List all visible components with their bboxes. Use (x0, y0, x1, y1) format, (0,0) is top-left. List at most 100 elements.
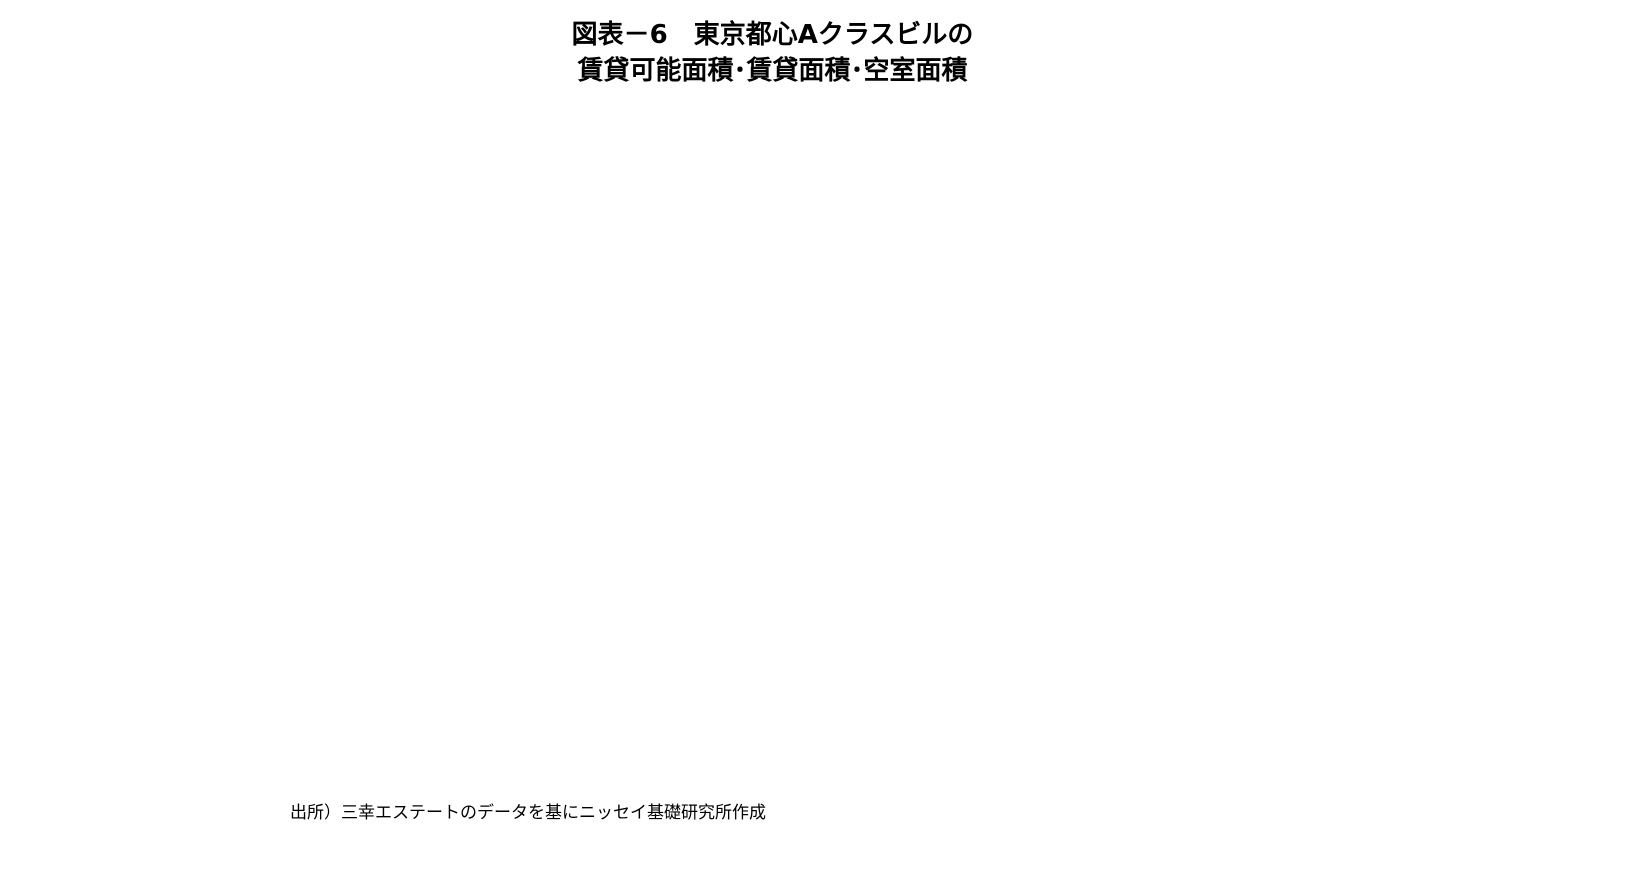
x-tick-label: 2006年上期 (596, 634, 621, 744)
x-tick-label: 2019年上期 (1208, 634, 1233, 744)
data-point-leased (1049, 235, 1062, 249)
data-point-vacant (694, 574, 710, 589)
arrow-vacant (944, 428, 962, 501)
data-point-available (646, 388, 663, 405)
data-point-vacant (599, 593, 616, 608)
x-tick-label: 2012年上期 (878, 634, 903, 744)
x-tick-label: 2011年上期 (831, 634, 856, 743)
data-point-available (1188, 199, 1205, 216)
data-point-leased (954, 272, 968, 285)
left-tick-label: 230万坪 (218, 113, 295, 138)
data-point-leased (931, 288, 944, 301)
data-point-leased (836, 344, 850, 358)
data-point-vacant (1118, 500, 1134, 516)
data-point-leased (695, 342, 709, 356)
data-point-available (316, 568, 333, 585)
data-point-available (1094, 195, 1111, 212)
data-point-available (717, 321, 734, 338)
x-tick-label: 2002年上期 (407, 634, 432, 744)
data-point-available (599, 406, 616, 423)
data-point-leased (389, 557, 402, 571)
right-tick-label: 10万坪 (1252, 444, 1318, 469)
data-point-available (693, 332, 710, 349)
data-point-leased (1025, 257, 1038, 270)
data-point-vacant (1165, 552, 1181, 568)
series-line-1 (323, 184, 1223, 585)
data-point-vacant (882, 472, 899, 487)
data-point-leased (719, 336, 732, 349)
series-line-0 (323, 179, 1223, 580)
left-tick-label: 190万坪 (218, 237, 295, 262)
x-tick-label: 2007年上期 (643, 634, 668, 744)
data-point-vacant (364, 598, 380, 613)
data-point-available (835, 318, 852, 335)
data-point-leased (1190, 209, 1203, 223)
data-point-available (410, 543, 428, 560)
data-point-vacant (1094, 526, 1111, 541)
data-point-available (1212, 173, 1229, 190)
data-point-leased (530, 434, 544, 448)
data-point-available (929, 236, 946, 253)
x-tick-label: 2009年上期 (737, 634, 762, 744)
x-tick-label: 2010年上期 (784, 634, 809, 744)
data-point-available (858, 294, 875, 311)
data-point-available (340, 560, 357, 577)
data-point-leased (1096, 214, 1109, 227)
data-point-available (952, 228, 970, 245)
data-point-available (740, 321, 757, 338)
data-point-leased (365, 565, 379, 578)
x-tick-label: 2018年上期 (1161, 634, 1186, 744)
data-point-vacant (623, 590, 639, 605)
data-point-vacant (387, 565, 404, 580)
data-point-vacant (434, 477, 451, 492)
data-point-leased (671, 376, 685, 390)
data-point-leased (554, 434, 567, 447)
data-point-vacant (1188, 572, 1205, 588)
data-point-vacant (953, 388, 969, 403)
data-point-leased (813, 346, 826, 360)
right-tick-label: 0万坪 (1252, 610, 1307, 635)
data-point-vacant (858, 451, 875, 466)
data-point-leased (318, 575, 332, 588)
data-point-vacant (906, 358, 922, 373)
data-point-available (811, 312, 828, 329)
data-point-available (458, 422, 475, 440)
data-point-leased (507, 449, 520, 463)
data-point-leased (1143, 207, 1156, 221)
data-point-leased (577, 414, 591, 427)
data-point-leased (1001, 255, 1015, 268)
right-tick-label: 5万坪 (1252, 527, 1307, 552)
data-point-vacant (788, 421, 804, 436)
data-point-vacant (811, 441, 828, 456)
left-tick-label: 130万坪 (218, 424, 295, 449)
left-tick-label: 110万坪 (219, 486, 295, 511)
source-note: 出所）三幸エステートのデータを基にニッセイ基礎研究所作成 (290, 803, 766, 823)
x-tick-label: 2001年上期 (360, 634, 385, 744)
data-point-vacant (552, 569, 569, 584)
data-point-available (788, 298, 805, 315)
data-point-available (1023, 233, 1040, 250)
data-point-vacant (529, 543, 545, 558)
chart-title-line1: 図表－6 東京都心Aクラスビルの (571, 20, 974, 50)
data-point-vacant (1047, 461, 1064, 477)
data-point-leased (624, 412, 638, 425)
right-tick-label: 20万坪 (1252, 279, 1318, 304)
data-point-available (764, 313, 781, 330)
data-point-leased (1072, 241, 1086, 255)
data-point-leased (978, 262, 991, 276)
x-tick-label: 2013年上期 (925, 634, 950, 744)
data-point-vacant (481, 444, 498, 459)
data-point-vacant (764, 467, 781, 482)
data-point-available (552, 423, 569, 440)
data-point-available (670, 367, 687, 384)
arrow-leased (1019, 279, 1044, 331)
right-tick-label: 30万坪 (1252, 113, 1318, 138)
data-point-vacant (411, 558, 427, 574)
data-point-vacant (835, 482, 851, 497)
arrow-available (669, 243, 708, 322)
data-point-vacant (576, 589, 592, 604)
x-tick-label: 2017年上期 (1114, 634, 1139, 744)
left-tick-label: 210万坪 (218, 175, 295, 200)
data-point-vacant (741, 514, 757, 529)
